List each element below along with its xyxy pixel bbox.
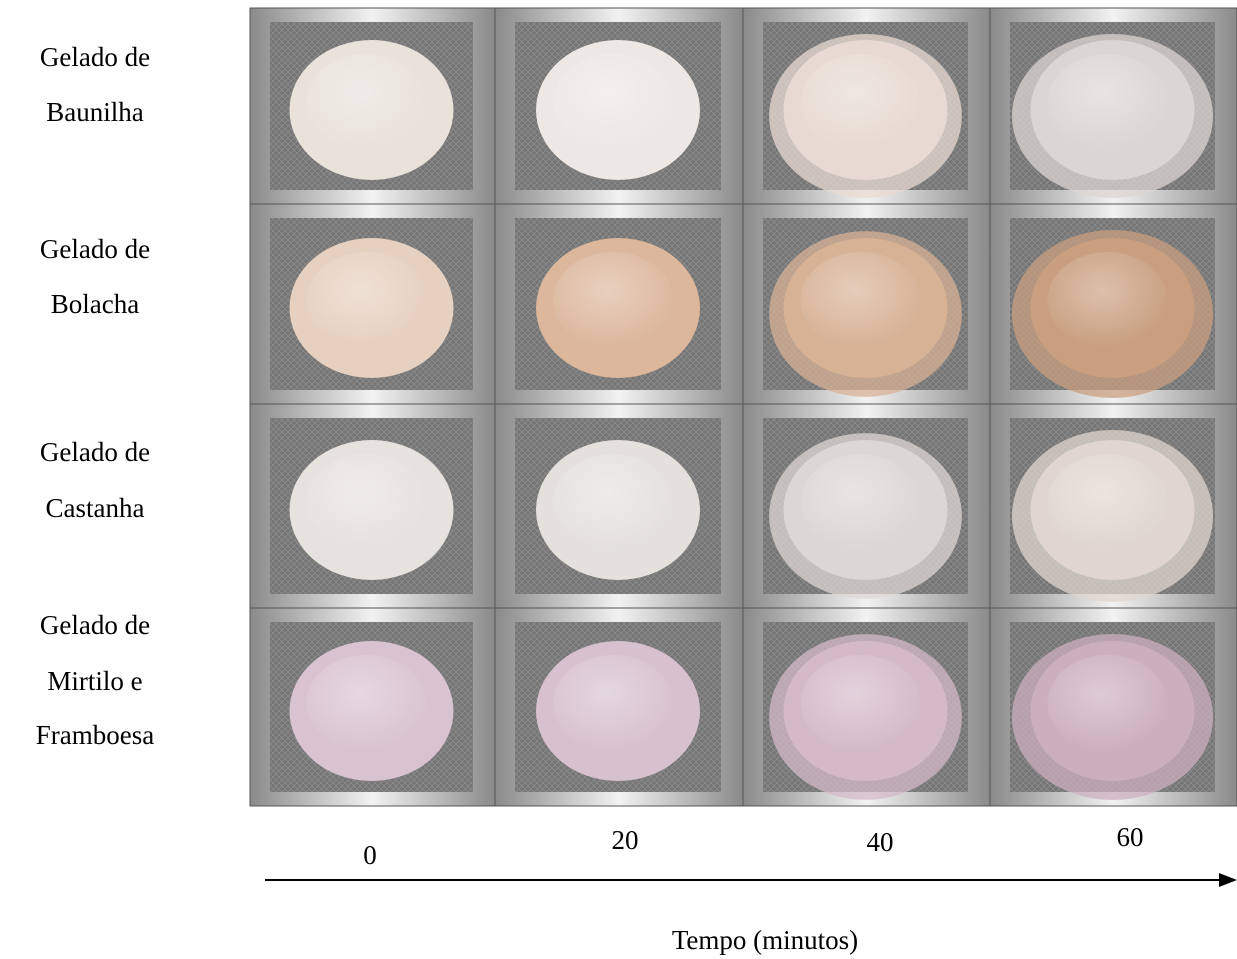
ice-cream-shine [801, 655, 921, 751]
row-label: Gelado de [40, 42, 150, 72]
ice-cream-shine [307, 454, 427, 550]
row-label: Mirtilo e [47, 666, 142, 696]
ice-cream-shine [1048, 655, 1168, 751]
time-label: 60 [1117, 822, 1144, 852]
time-arrow-head [1219, 873, 1237, 887]
ice-cream-shine [1048, 54, 1168, 150]
axis-label: Tempo (minutos) [672, 925, 858, 955]
row-label: Baunilha [46, 97, 143, 127]
figure: Tempo (minutos) Gelado de Baunilha Gelado … [0, 0, 1237, 959]
ice-cream-shine [801, 454, 921, 550]
time-label: 0 [363, 840, 377, 870]
time-label: 20 [612, 825, 639, 855]
ice-cream-shine [553, 655, 673, 751]
ice-cream-shine [553, 454, 673, 550]
ice-cream-shine [553, 54, 673, 150]
ice-cream-shine [1048, 454, 1168, 550]
row-label: Bolacha [51, 289, 139, 319]
row-label: Gelado de [40, 234, 150, 264]
row-label: Gelado de [40, 437, 150, 467]
page: Tempo (minutos) Gelado de Baunilha Gelado … [0, 0, 1237, 959]
row-label: Framboesa [36, 720, 154, 750]
ice-cream-shine [307, 252, 427, 348]
row-label: Castanha [46, 493, 145, 523]
ice-cream-shine [801, 252, 921, 348]
ice-cream-shine [307, 655, 427, 751]
time-label: 40 [867, 827, 894, 857]
row-label: Gelado de [40, 610, 150, 640]
ice-cream-shine [801, 54, 921, 150]
ice-cream-shine [307, 54, 427, 150]
ice-cream-shine [553, 252, 673, 348]
ice-cream-shine [1048, 252, 1168, 348]
